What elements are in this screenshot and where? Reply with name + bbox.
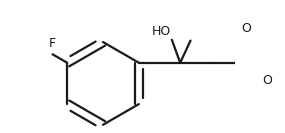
Text: O: O bbox=[262, 74, 272, 88]
Text: HO: HO bbox=[152, 25, 171, 38]
Text: O: O bbox=[241, 22, 251, 35]
Text: F: F bbox=[49, 37, 56, 50]
